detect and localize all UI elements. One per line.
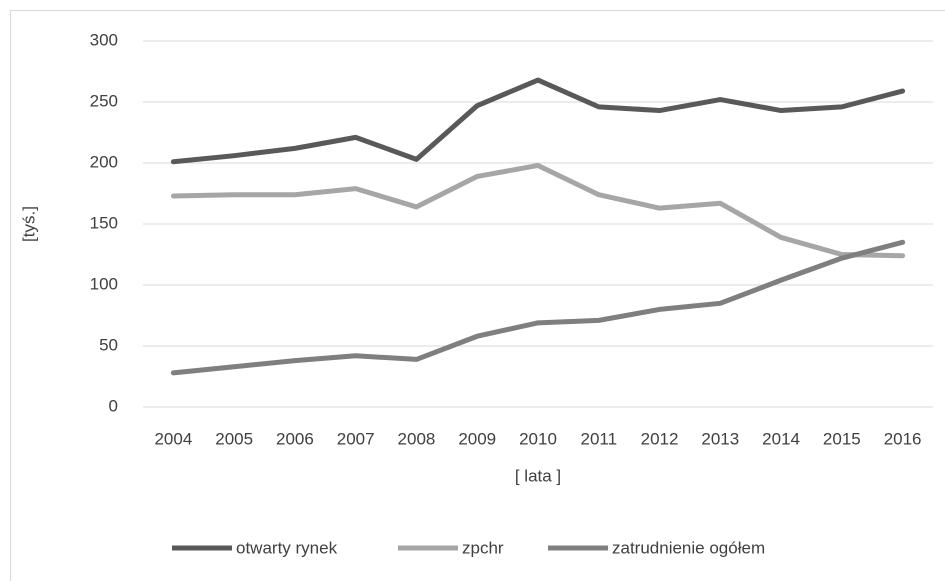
x-tick-label: 2013 [701, 429, 739, 448]
x-axis-label: [ lata ] [515, 466, 561, 485]
x-tick-label: 2012 [641, 429, 679, 448]
x-tick-label: 2006 [276, 429, 314, 448]
legend-label: otwarty rynek [236, 538, 338, 557]
x-tick-label: 2007 [337, 429, 375, 448]
x-tick-label: 2008 [398, 429, 436, 448]
x-tick-label: 2015 [823, 429, 861, 448]
x-tick-label: 2010 [519, 429, 557, 448]
y-tick-label: 200 [90, 152, 118, 171]
x-tick-label: 2009 [458, 429, 496, 448]
y-axis-label: [tyś.] [19, 206, 38, 242]
x-tick-label: 2005 [215, 429, 253, 448]
y-tick-label: 150 [90, 213, 118, 232]
legend-label: zpchr [462, 538, 504, 557]
x-tick-label: 2004 [154, 429, 192, 448]
y-tick-label: 50 [99, 335, 118, 354]
chart-frame [11, 11, 945, 582]
y-tick-label: 100 [90, 274, 118, 293]
y-tick-label: 250 [90, 91, 118, 110]
y-tick-label: 0 [109, 396, 118, 415]
x-tick-label: 2014 [762, 429, 800, 448]
x-tick-label: 2011 [580, 429, 617, 448]
x-tick-label: 2016 [884, 429, 922, 448]
y-tick-label: 300 [90, 30, 118, 49]
legend-label: zatrudnienie ogółem [612, 538, 765, 557]
